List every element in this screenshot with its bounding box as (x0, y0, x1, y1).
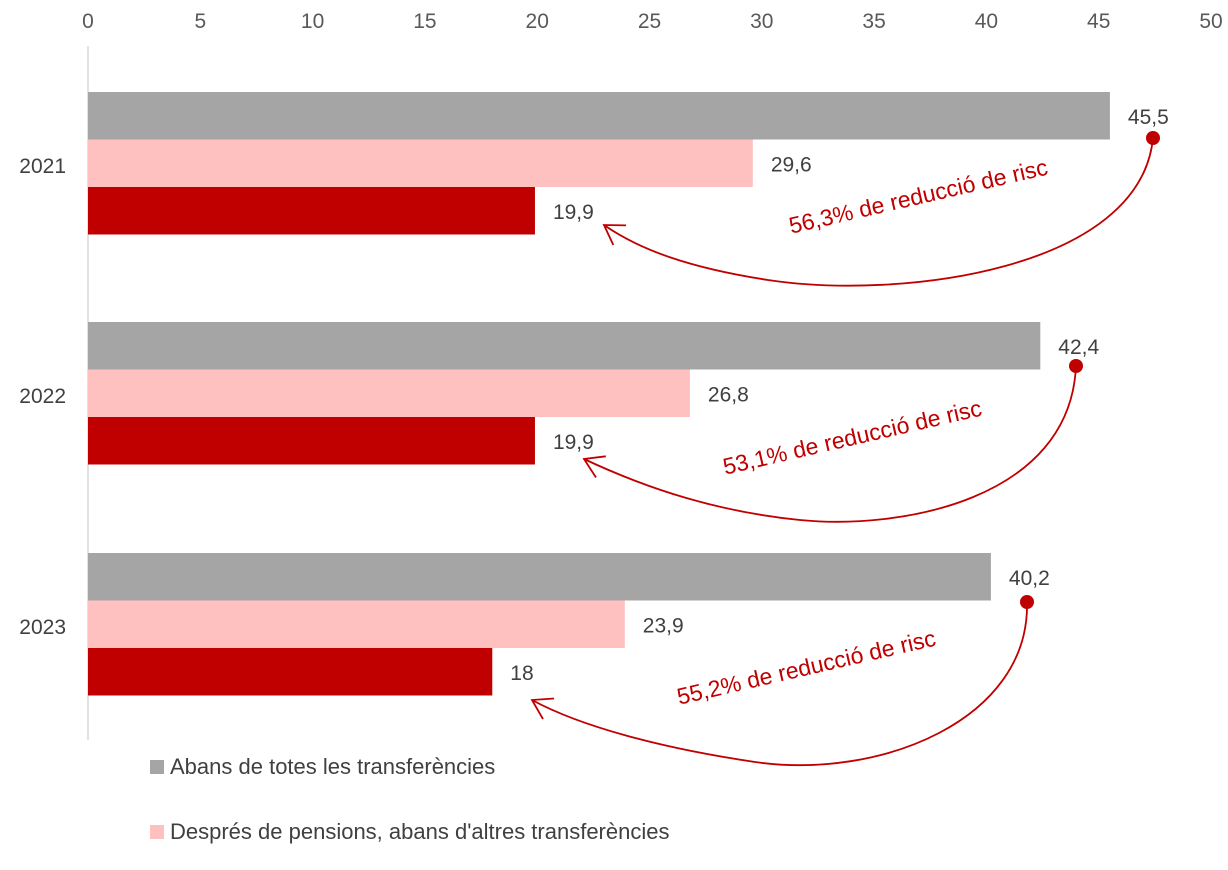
arrow-start-dot (1020, 595, 1034, 609)
arrowhead (602, 224, 627, 246)
reduction-arrow (531, 601, 1028, 766)
data-label: 29,6 (771, 153, 812, 176)
category-label: 2023 (19, 616, 66, 639)
bar (88, 369, 690, 417)
data-label: 18 (510, 662, 533, 685)
data-label: 19,9 (553, 201, 594, 224)
reduction-annotation: 55,2% de reducció de risc (674, 625, 938, 710)
x-tick-label: 25 (638, 10, 661, 33)
bar (88, 600, 625, 648)
x-tick-label: 10 (301, 10, 324, 33)
x-tick-label: 0 (82, 10, 94, 33)
data-label: 40,2 (1009, 567, 1050, 590)
data-label: 45,5 (1128, 106, 1169, 129)
arrowhead (582, 455, 606, 478)
data-label: 42,4 (1058, 336, 1099, 359)
x-tick-label: 15 (413, 10, 436, 33)
bar (88, 187, 535, 235)
bar (88, 322, 1041, 370)
legend-label-after-pensions: Després de pensions, abans d'altres tran… (170, 819, 670, 844)
arrow-start-dot (1069, 359, 1083, 373)
arrowhead (530, 697, 555, 720)
bar (88, 92, 1110, 140)
x-tick-label: 5 (194, 10, 206, 33)
x-tick-label: 20 (526, 10, 549, 33)
data-label: 26,8 (708, 383, 749, 406)
x-tick-label: 50 (1199, 10, 1222, 33)
reduction-arrow (603, 137, 1154, 287)
x-tick-label: 35 (862, 10, 885, 33)
bar (88, 648, 493, 696)
category-label: 2021 (19, 155, 66, 178)
bar (88, 417, 535, 465)
reduction-arrow (583, 365, 1077, 523)
x-tick-label: 40 (975, 10, 998, 33)
legend-swatch-pink (150, 825, 164, 839)
arrow-start-dot (1146, 131, 1160, 145)
x-tick-label: 45 (1087, 10, 1110, 33)
reduction-annotation: 53,1% de reducció de risc (720, 395, 984, 480)
category-label: 2022 (19, 385, 66, 408)
legend-swatch-grey (150, 760, 164, 774)
data-label: 23,9 (643, 614, 684, 637)
bar (88, 553, 991, 601)
legend-label-before-transfers: Abans de totes les transferències (170, 754, 496, 779)
reduction-annotation: 56,3% de reducció de risc (786, 154, 1050, 239)
bar (88, 139, 753, 187)
x-tick-label: 30 (750, 10, 773, 33)
data-label: 19,9 (553, 431, 594, 454)
